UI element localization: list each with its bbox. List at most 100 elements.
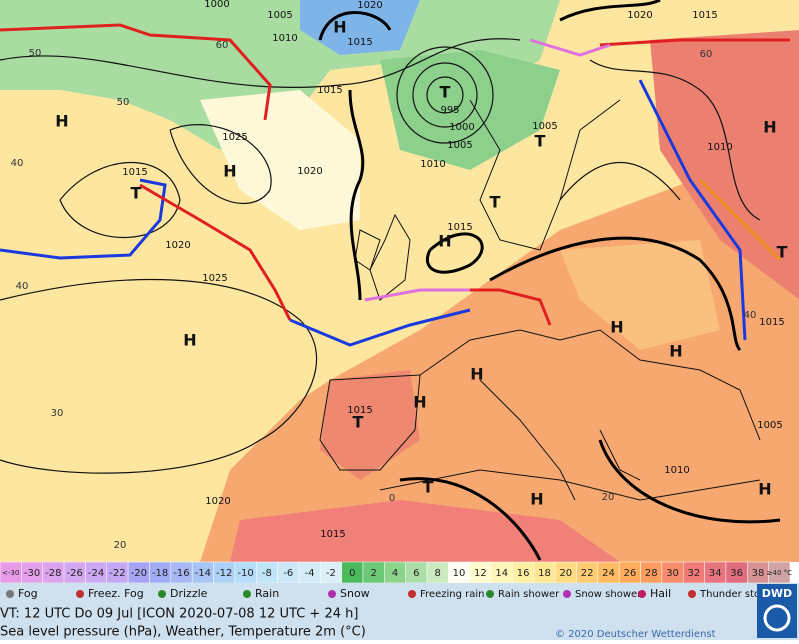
temperature-label: 40 <box>16 281 29 292</box>
temperature-label: 50 <box>29 48 42 59</box>
pressure-center: H <box>55 112 68 131</box>
pressure-center: T <box>535 132 546 151</box>
scale-label: 22 <box>581 568 594 579</box>
legend-symbol <box>563 590 571 598</box>
legend-symbol <box>408 590 416 598</box>
pressure-label: 1015 <box>759 317 784 328</box>
pressure-center: H <box>438 232 451 251</box>
pressure-center: H <box>470 365 483 384</box>
copyright: © 2020 Deutscher Wetterdienst <box>555 629 716 640</box>
scale-label: 10 <box>453 568 466 579</box>
scale-label: -4 <box>305 568 315 579</box>
temperature-label: 20 <box>114 540 127 551</box>
temperature-scale: <-30 -30 -28 -26 -24 -22 -20 -18 -16 -14 -12 -10 -8-… <box>0 561 792 584</box>
pressure-center: T <box>440 83 451 102</box>
valid-time: VT: 12 UTC Do 09 Jul [ICON 2020-07-08 12… <box>0 607 358 622</box>
scale-label: -28 <box>45 568 61 579</box>
legend-label: Snow shower <box>575 589 642 600</box>
scale-label: 0 <box>349 568 355 579</box>
legend-symbol <box>76 590 84 598</box>
legend-symbol <box>6 590 14 598</box>
scale-label: 34 <box>709 568 722 579</box>
pressure-label: 1015 <box>122 167 147 178</box>
pressure-center: H <box>763 118 776 137</box>
scale-label: -14 <box>195 568 211 579</box>
scale-label: 28 <box>645 568 658 579</box>
pressure-label: 1025 <box>202 273 227 284</box>
scale-label: 12 <box>474 568 487 579</box>
thick-isobars <box>318 0 781 561</box>
temperature-label: 60 <box>700 49 713 60</box>
pressure-center: H <box>669 342 682 361</box>
scale-label: -6 <box>283 568 293 579</box>
legend-symbol <box>638 590 646 598</box>
scale-label: 26 <box>623 568 636 579</box>
legend-label: Freezing rain <box>420 589 484 600</box>
pressure-label: 1010 <box>272 33 297 44</box>
legend-label: Freez. Fog <box>88 587 144 600</box>
pressure-label: 1020 <box>297 166 322 177</box>
pressure-label: 1005 <box>757 420 782 431</box>
temperature-label: 30 <box>51 408 64 419</box>
pressure-label: 1020 <box>165 240 190 251</box>
coastlines <box>319 99 761 501</box>
scale-label: 20 <box>559 568 572 579</box>
pressure-label: 1010 <box>420 159 445 170</box>
legend-label: Rain shower <box>498 589 560 600</box>
pressure-center: H <box>333 18 346 37</box>
temperature-label: 0 <box>389 493 395 504</box>
scale-label: -18 <box>152 568 168 579</box>
logo: DWD <box>762 587 792 600</box>
pressure-label: 1000 <box>204 0 229 10</box>
scale-label: 32 <box>688 568 701 579</box>
scale-label: 18 <box>538 568 551 579</box>
pressure-label: 1015 <box>692 10 717 21</box>
scale-label: <-30 <box>2 569 19 577</box>
temperature-label: 40 <box>744 310 757 321</box>
legend-symbol <box>328 590 336 598</box>
scale-label: 8 <box>435 568 441 579</box>
scale-label: 6 <box>413 568 419 579</box>
scale-label: 38 <box>752 568 765 579</box>
scale-label: -26 <box>67 568 83 579</box>
scale-label: 4 <box>392 568 398 579</box>
pressure-center: H <box>530 490 543 509</box>
scale-label: -2 <box>326 568 336 579</box>
scale-label: -22 <box>109 568 125 579</box>
pressure-center: H <box>758 480 771 499</box>
scale-label: 16 <box>517 568 530 579</box>
scale-label: -16 <box>173 568 189 579</box>
pressure-label: 1025 <box>222 132 247 143</box>
temperature-label: 40 <box>11 158 24 169</box>
scale-label: 2 <box>370 568 376 579</box>
legend-symbol <box>486 590 494 598</box>
scale-label: 36 <box>730 568 743 579</box>
scale-label: -10 <box>237 568 253 579</box>
pressure-label: 1015 <box>347 405 372 416</box>
legend-label: Thunder storm <box>699 589 774 600</box>
legend-panel <box>0 583 799 640</box>
caption: Sea level pressure (hPa), Weather, Tempe… <box>0 625 366 640</box>
temperature-label: 60 <box>216 40 229 51</box>
scale-label: 30 <box>666 568 679 579</box>
pressure-label: 1015 <box>317 85 342 96</box>
legend-symbol <box>158 590 166 598</box>
legend-symbol <box>243 590 251 598</box>
isobars <box>0 38 761 474</box>
pressure-label: 1015 <box>320 529 345 540</box>
pressure-label: 1005 <box>447 140 472 151</box>
pressure-center: T <box>131 184 142 203</box>
pressure-center: H <box>183 331 196 350</box>
map-background <box>0 0 799 562</box>
scale-label: -8 <box>262 568 272 579</box>
legend-label: Snow <box>340 587 370 600</box>
pressure-center: T <box>423 478 434 497</box>
scale-label: ≥40 °C <box>767 569 792 577</box>
legend-symbol <box>688 590 696 598</box>
temperature-label: 50 <box>117 97 130 108</box>
scale-label: -24 <box>88 568 104 579</box>
pressure-label: 1010 <box>664 465 689 476</box>
scale-label: -12 <box>216 568 232 579</box>
